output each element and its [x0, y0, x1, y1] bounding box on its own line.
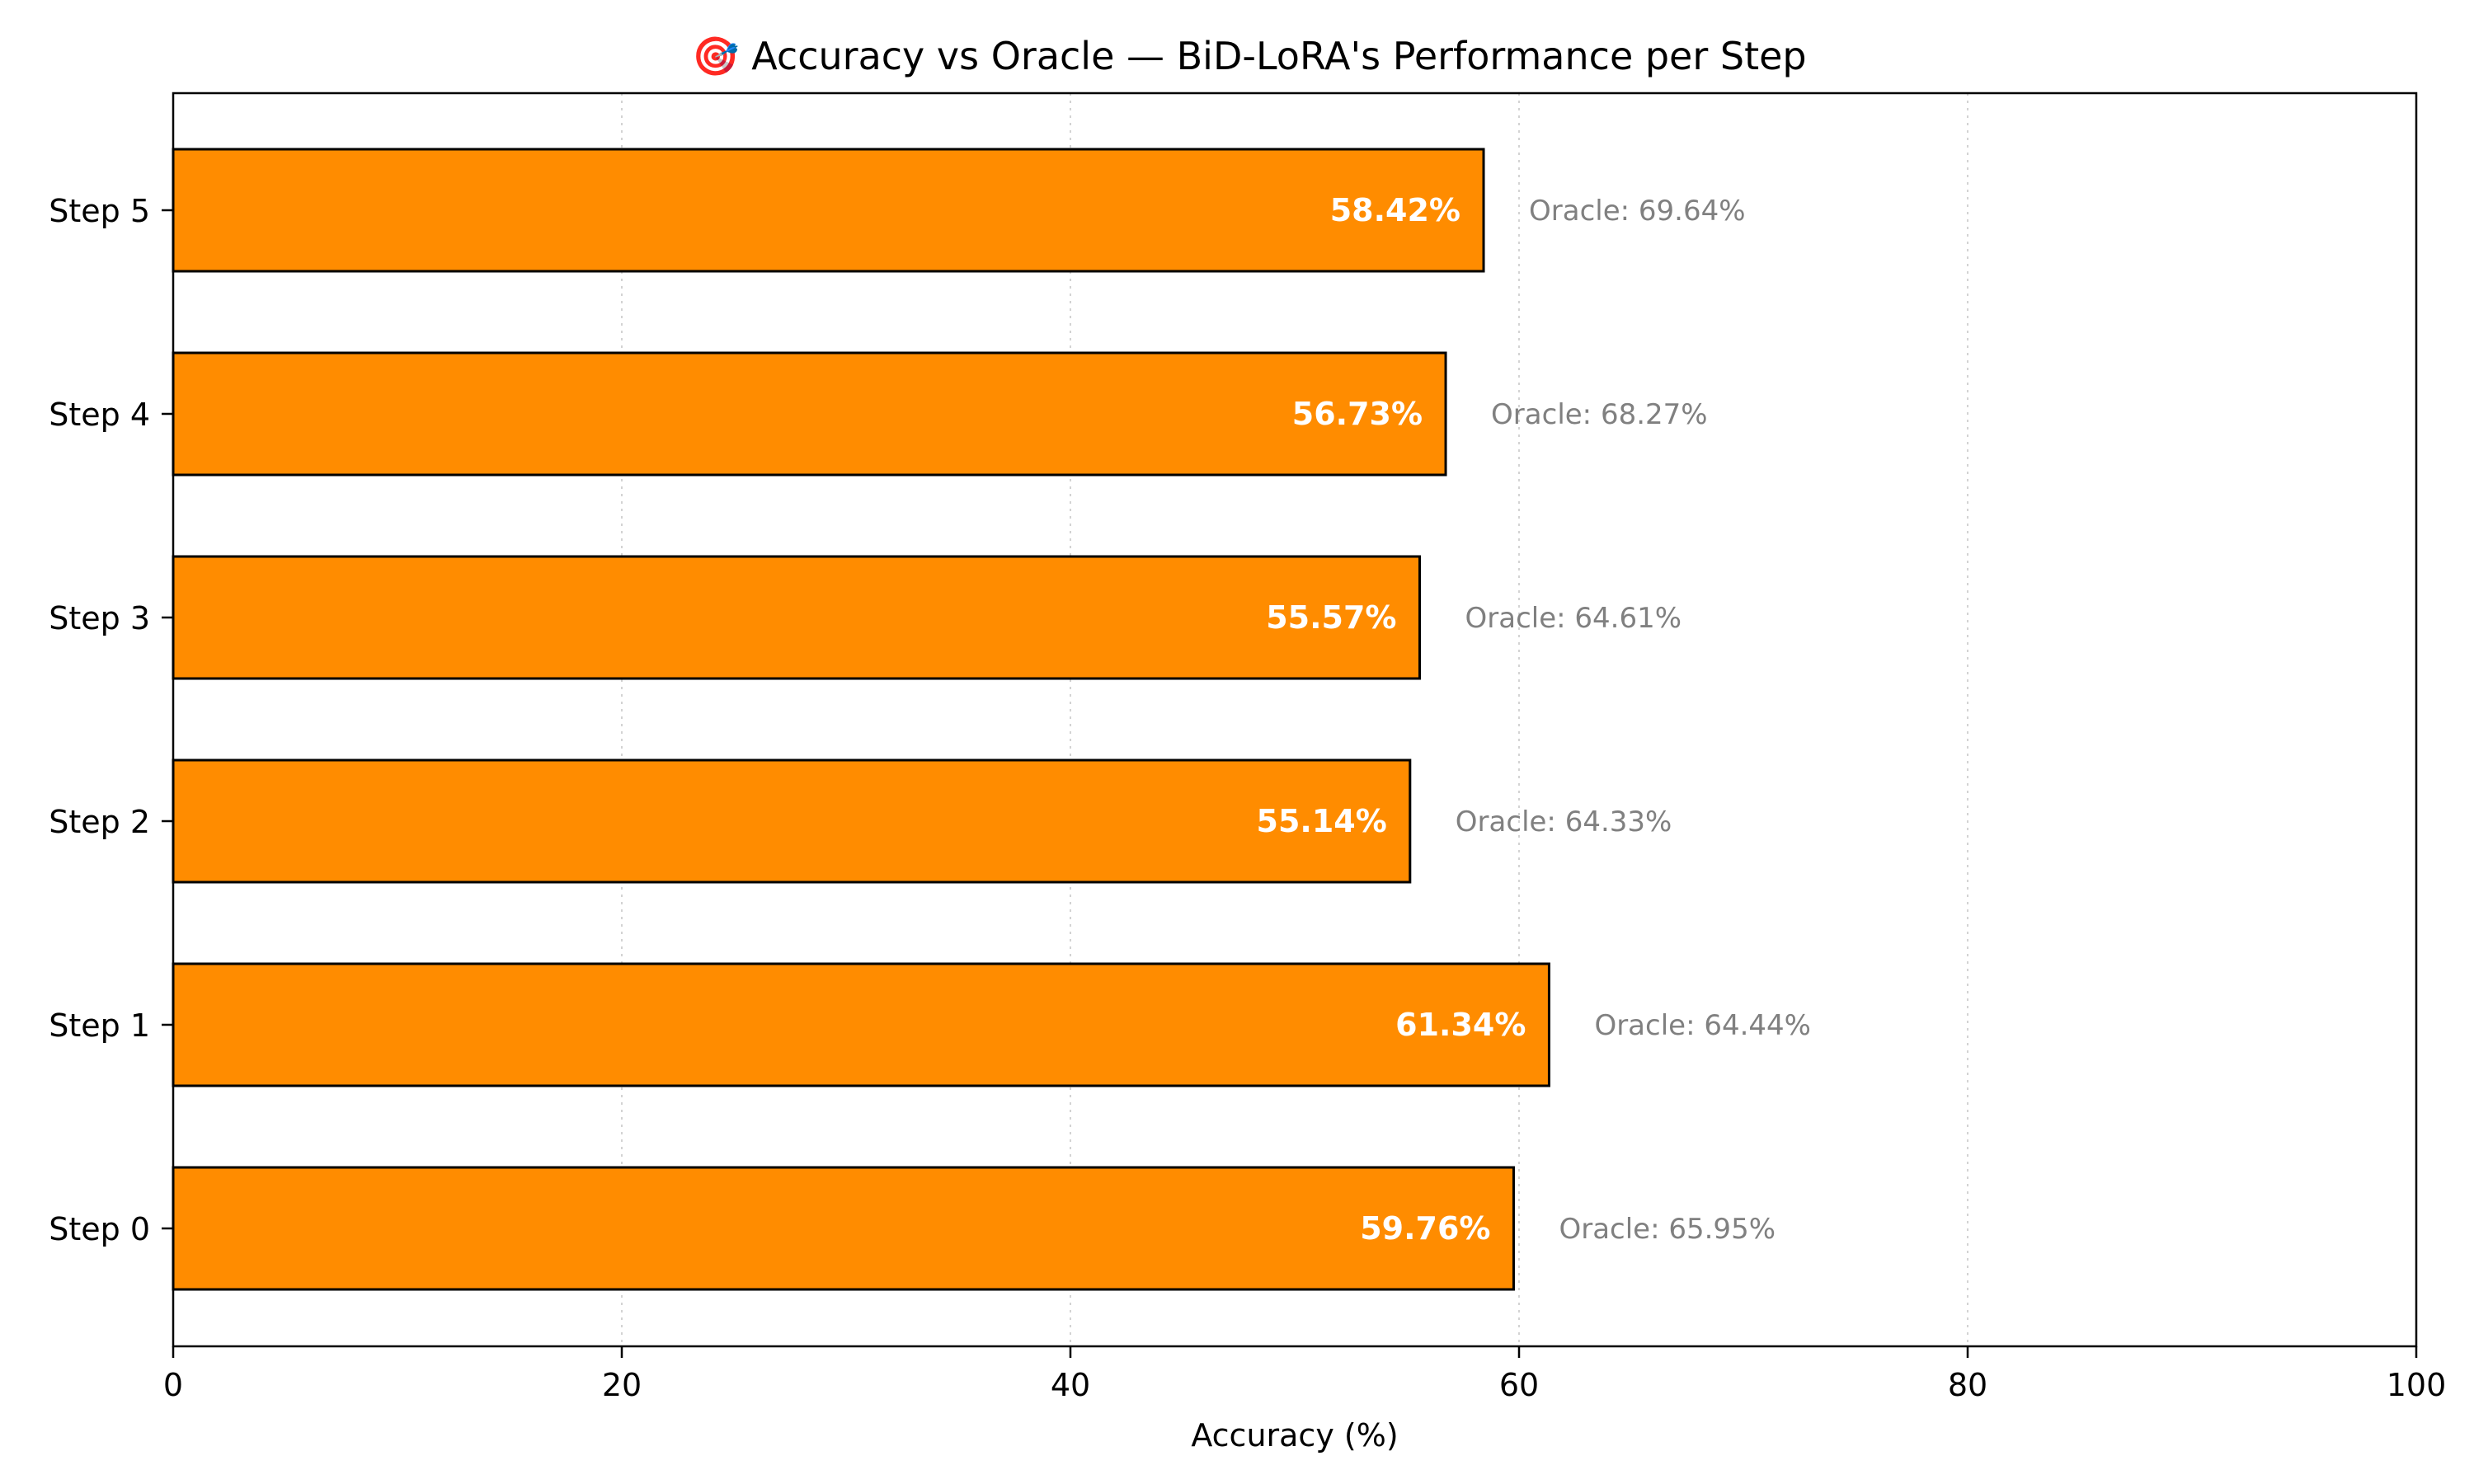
y-tick-label: Step 0	[49, 1211, 150, 1247]
bar	[172, 351, 1447, 477]
y-axis: Step 0 Step 1 Step 2 Step 3 Step 4 Step 5	[49, 193, 173, 1247]
value-label: 56.73%	[1292, 396, 1423, 432]
oracle-label: Oracle: 65.95%	[1559, 1213, 1776, 1246]
oracle-label: Oracle: 69.64%	[1529, 195, 1746, 228]
bar-labels: 59.76% Oracle: 65.95% 61.34% Oracle: 64.44%…	[1257, 192, 1811, 1247]
y-tick-label: Step 2	[49, 804, 150, 840]
y-tick-label: Step 3	[49, 600, 150, 636]
x-tick-label: 60	[1499, 1367, 1539, 1403]
oracle-label: Oracle: 68.27%	[1491, 398, 1708, 431]
oracle-label: Oracle: 64.61%	[1465, 602, 1682, 635]
value-label: 61.34%	[1395, 1007, 1526, 1043]
x-axis-label: Accuracy (%)	[1191, 1417, 1398, 1453]
bar	[172, 555, 1422, 680]
bar	[172, 962, 1550, 1087]
grid-lines	[621, 93, 1968, 1346]
bars	[172, 148, 1550, 1291]
y-tick-label: Step 1	[49, 1007, 150, 1044]
y-tick-label: Step 4	[49, 397, 150, 433]
bar	[172, 758, 1412, 884]
oracle-label: Oracle: 64.33%	[1456, 805, 1672, 838]
x-axis: 0 20 40 60 80 100	[163, 1346, 2446, 1403]
y-tick-label: Step 5	[49, 193, 150, 229]
x-tick-label: 40	[1051, 1367, 1090, 1403]
x-tick-label: 20	[602, 1367, 642, 1403]
x-tick-label: 80	[1948, 1367, 1987, 1403]
value-label: 55.14%	[1257, 803, 1387, 839]
value-label: 59.76%	[1360, 1210, 1490, 1247]
oracle-label: Oracle: 64.44%	[1594, 1009, 1811, 1042]
x-tick-label: 0	[163, 1367, 183, 1403]
chart-title: 🎯 Accuracy vs Oracle — BiD-LoRA's Perfor…	[692, 34, 1806, 78]
x-tick-label: 100	[2387, 1367, 2447, 1403]
bar	[172, 1166, 1515, 1291]
value-label: 58.42%	[1330, 192, 1460, 228]
plot-frame	[172, 92, 2418, 1348]
value-label: 55.57%	[1266, 599, 1396, 636]
bar	[172, 148, 1485, 273]
